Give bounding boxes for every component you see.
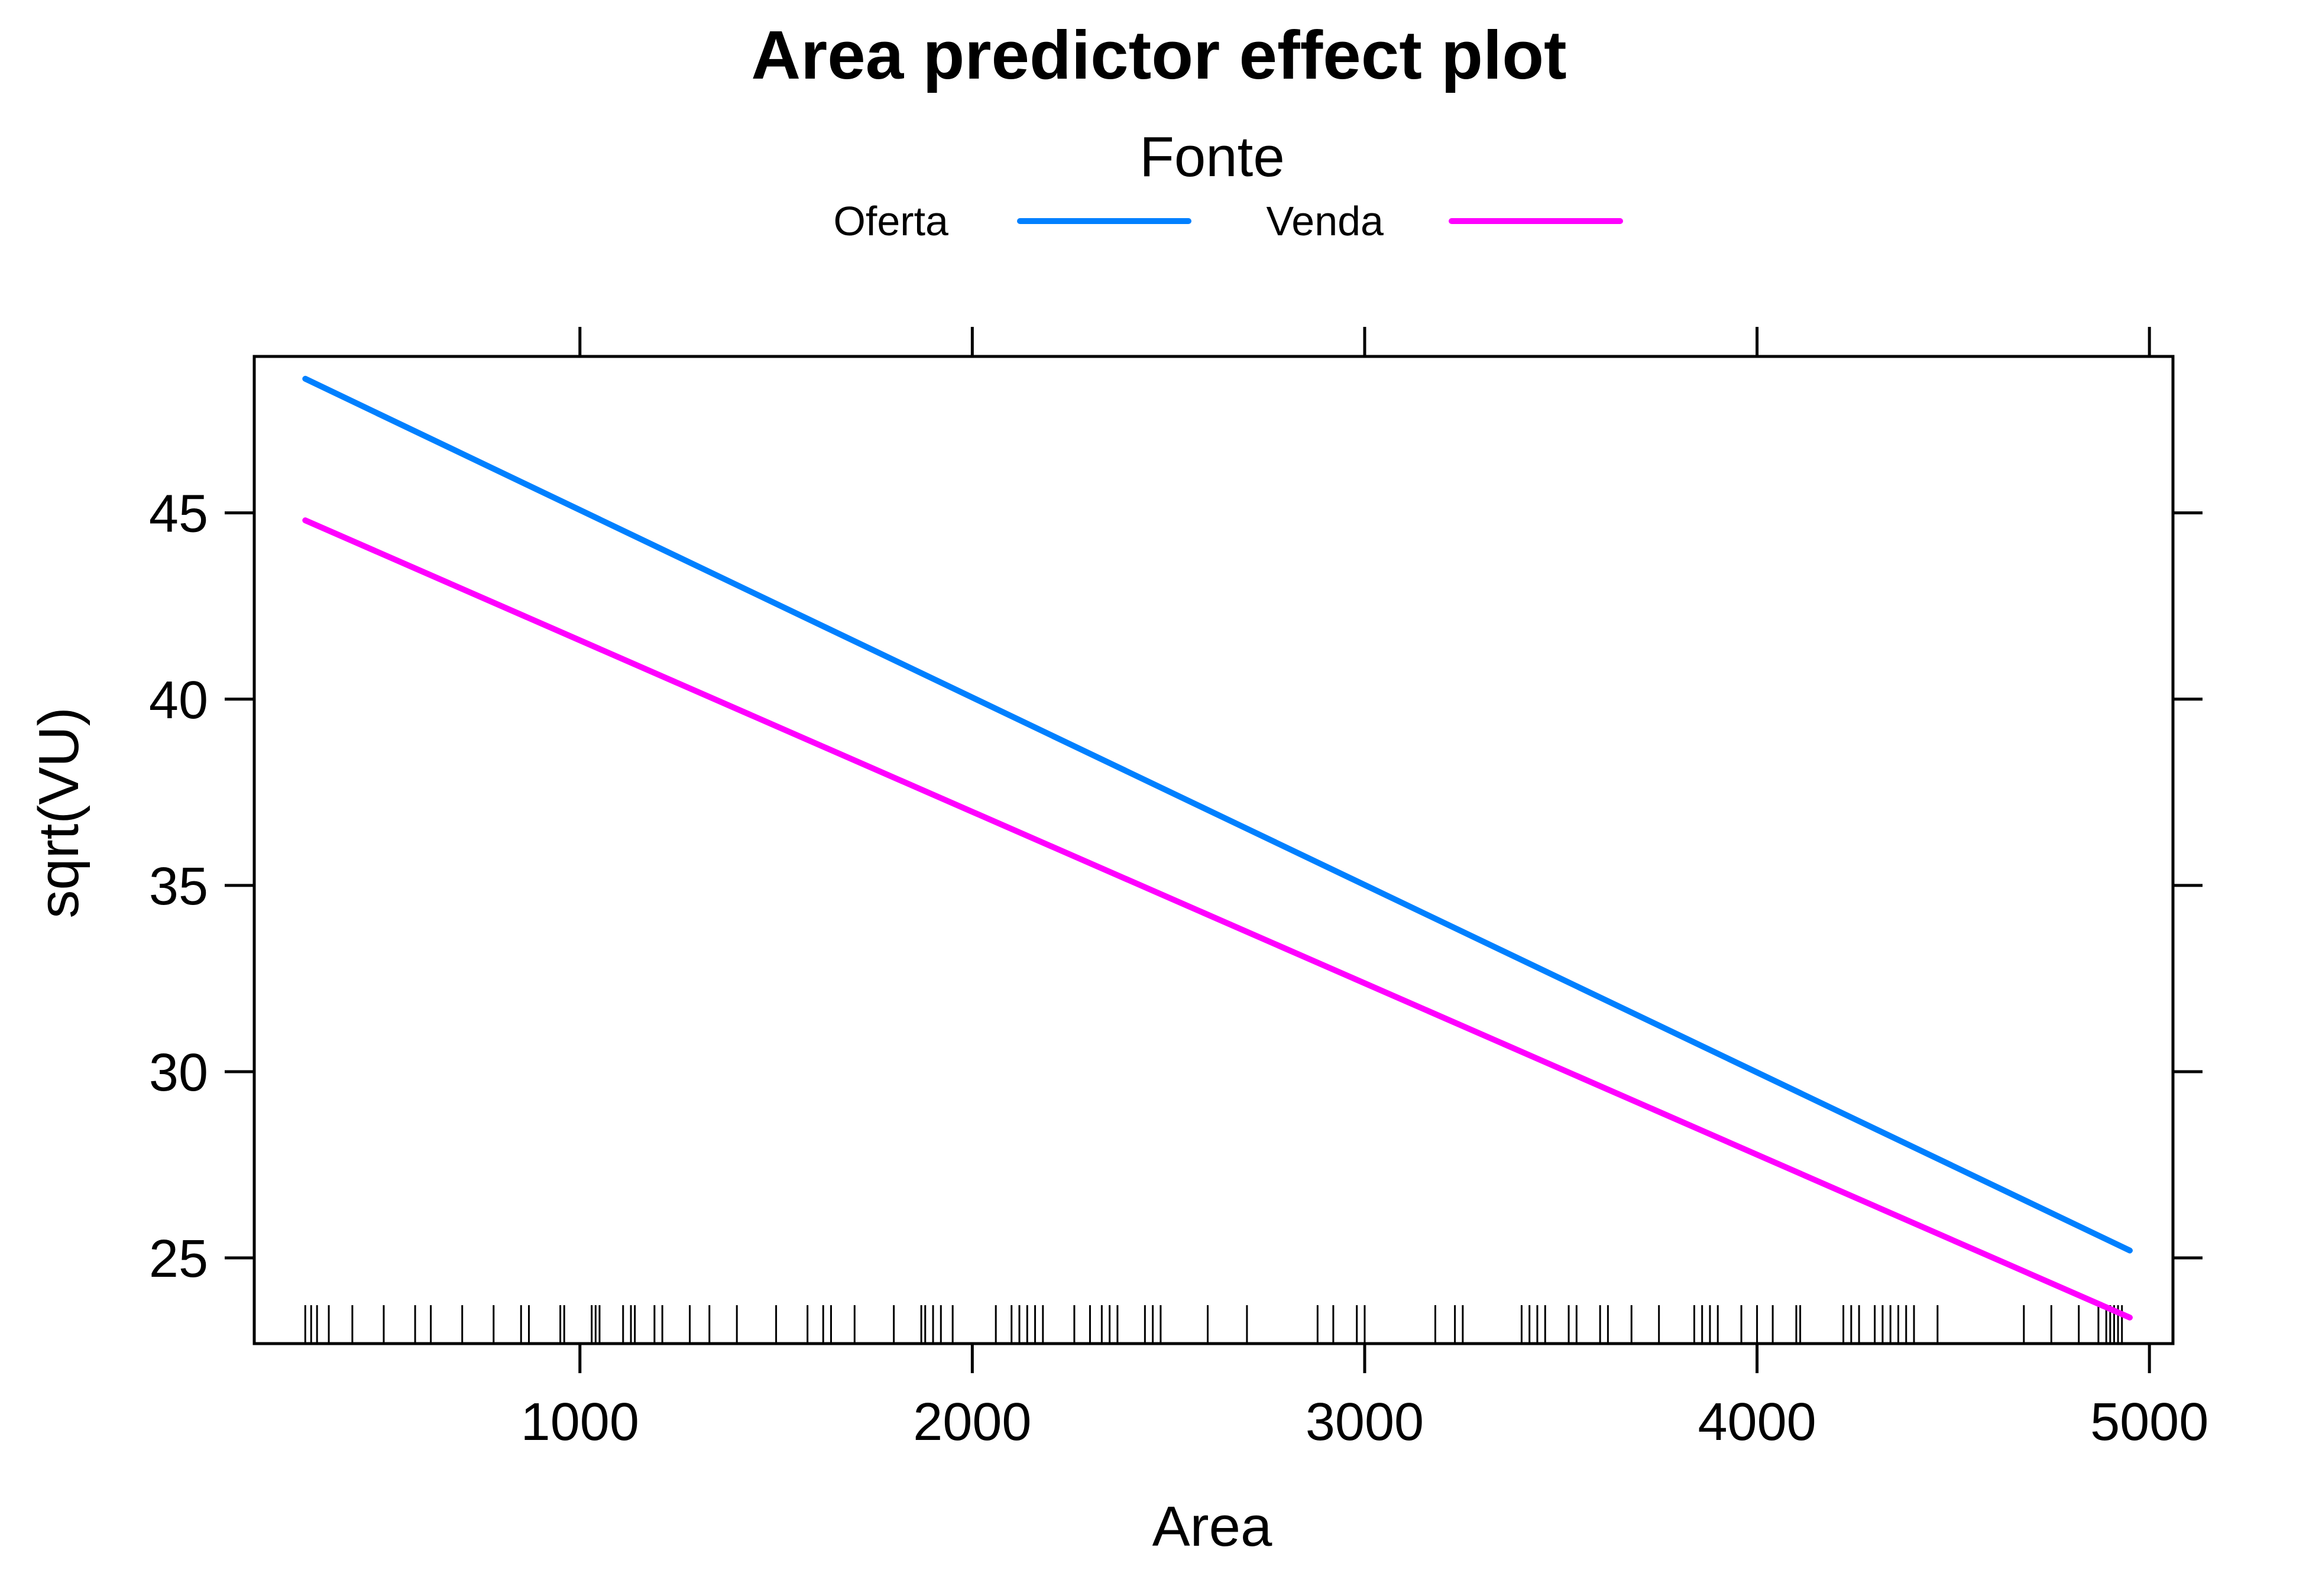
chart-title: Area predictor effect plot: [751, 17, 1566, 93]
series-line-venda: [302, 517, 2133, 1321]
x-axis-label: Area: [1152, 1495, 1272, 1558]
plot-frame: [252, 355, 2175, 1345]
legend-label-oferta: Oferta: [833, 198, 948, 244]
y-tick-label: 30: [149, 1043, 208, 1102]
y-tick-label: 45: [149, 485, 208, 544]
y-tick-label: 35: [149, 857, 208, 916]
plot-area: 1000 2000 3000 4000 5000 25 30 35 40 45: [149, 327, 2208, 1452]
series-line-oferta: [302, 375, 2133, 1254]
legend: Oferta Venda: [833, 198, 1623, 244]
x-tick-label: 1000: [521, 1393, 639, 1452]
x-tick-label: 4000: [1698, 1393, 1816, 1452]
legend-title: Fonte: [1139, 125, 1284, 189]
x-tick-label: 3000: [1306, 1393, 1424, 1452]
x-tick-label: 5000: [2090, 1393, 2208, 1452]
x-tick-label: 2000: [913, 1393, 1031, 1452]
y-axis-label: sqrt(VU): [27, 707, 90, 918]
y-tick-label: 25: [149, 1230, 208, 1289]
legend-label-venda: Venda: [1266, 198, 1384, 244]
y-tick-label: 40: [149, 671, 208, 730]
